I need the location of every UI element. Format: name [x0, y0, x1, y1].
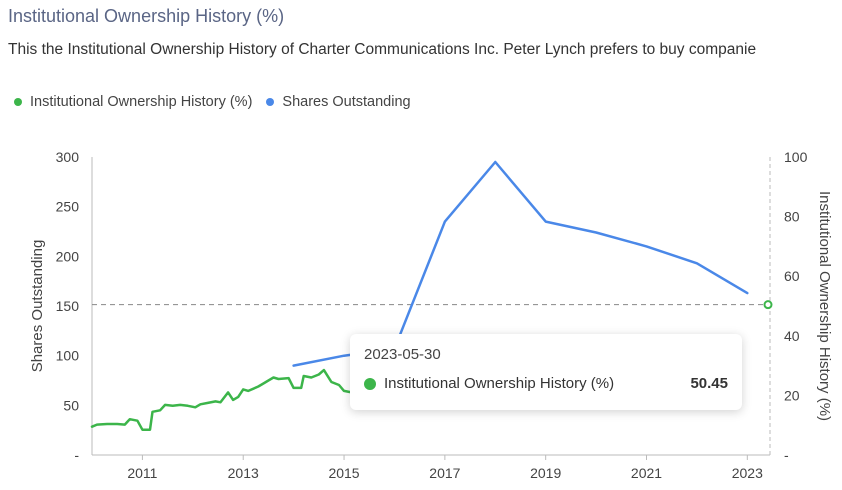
left-tick-label: 200: [56, 248, 80, 264]
chart-title: Institutional Ownership History (%): [8, 6, 285, 26]
tooltip-value: 50.45: [690, 375, 728, 392]
x-tick-label: 2013: [228, 465, 259, 481]
right-tick-label: 80: [784, 209, 800, 225]
right-tick-label: -: [784, 447, 789, 463]
tooltip-series-dot-icon: [364, 377, 376, 390]
tooltip-date: 2023-05-30: [364, 346, 441, 363]
left-tick-label: 100: [56, 348, 80, 364]
left-tick-label: 250: [56, 199, 80, 215]
right-tick-label: 100: [784, 149, 808, 165]
left-tick-label: 300: [56, 149, 80, 165]
legend-shares-dot-icon: [266, 98, 275, 106]
left-tick-label: -: [74, 447, 79, 463]
legend-shares-label: Shares Outstanding: [282, 94, 411, 110]
right-tick-label: 40: [784, 328, 800, 344]
x-tick-label: 2023: [732, 465, 763, 481]
legend: Institutional Ownership History (%) Shar…: [14, 92, 425, 112]
legend-item-shares[interactable]: Shares Outstanding: [266, 94, 411, 110]
hover-point-marker: [763, 300, 773, 310]
right-tick-label: 60: [784, 268, 800, 284]
left-tick-label: 50: [63, 397, 79, 413]
chart-subtitle: This the Institutional Ownership History…: [8, 41, 757, 58]
legend-item-ownership[interactable]: Institutional Ownership History (%): [14, 94, 252, 110]
legend-ownership-label: Institutional Ownership History (%): [30, 94, 253, 110]
tooltip-series-label: Institutional Ownership History (%): [384, 375, 615, 392]
tooltip: 2023-05-30 Institutional Ownership Histo…: [350, 334, 742, 410]
series-line-institutional-ownership: [90, 368, 361, 431]
right-axis-title: Institutional Ownership History (%): [816, 191, 833, 421]
x-tick-label: 2017: [429, 465, 460, 481]
x-tick-label: 2015: [328, 465, 359, 481]
x-tick-label: 2011: [127, 465, 157, 481]
legend-ownership-dot-icon: [14, 98, 22, 106]
x-tick-label: 2021: [631, 465, 662, 481]
x-tick-label: 2019: [530, 465, 561, 481]
left-axis-title: Shares Outstanding: [29, 240, 46, 373]
left-tick-label: 150: [56, 298, 80, 314]
right-tick-label: 20: [784, 387, 800, 403]
